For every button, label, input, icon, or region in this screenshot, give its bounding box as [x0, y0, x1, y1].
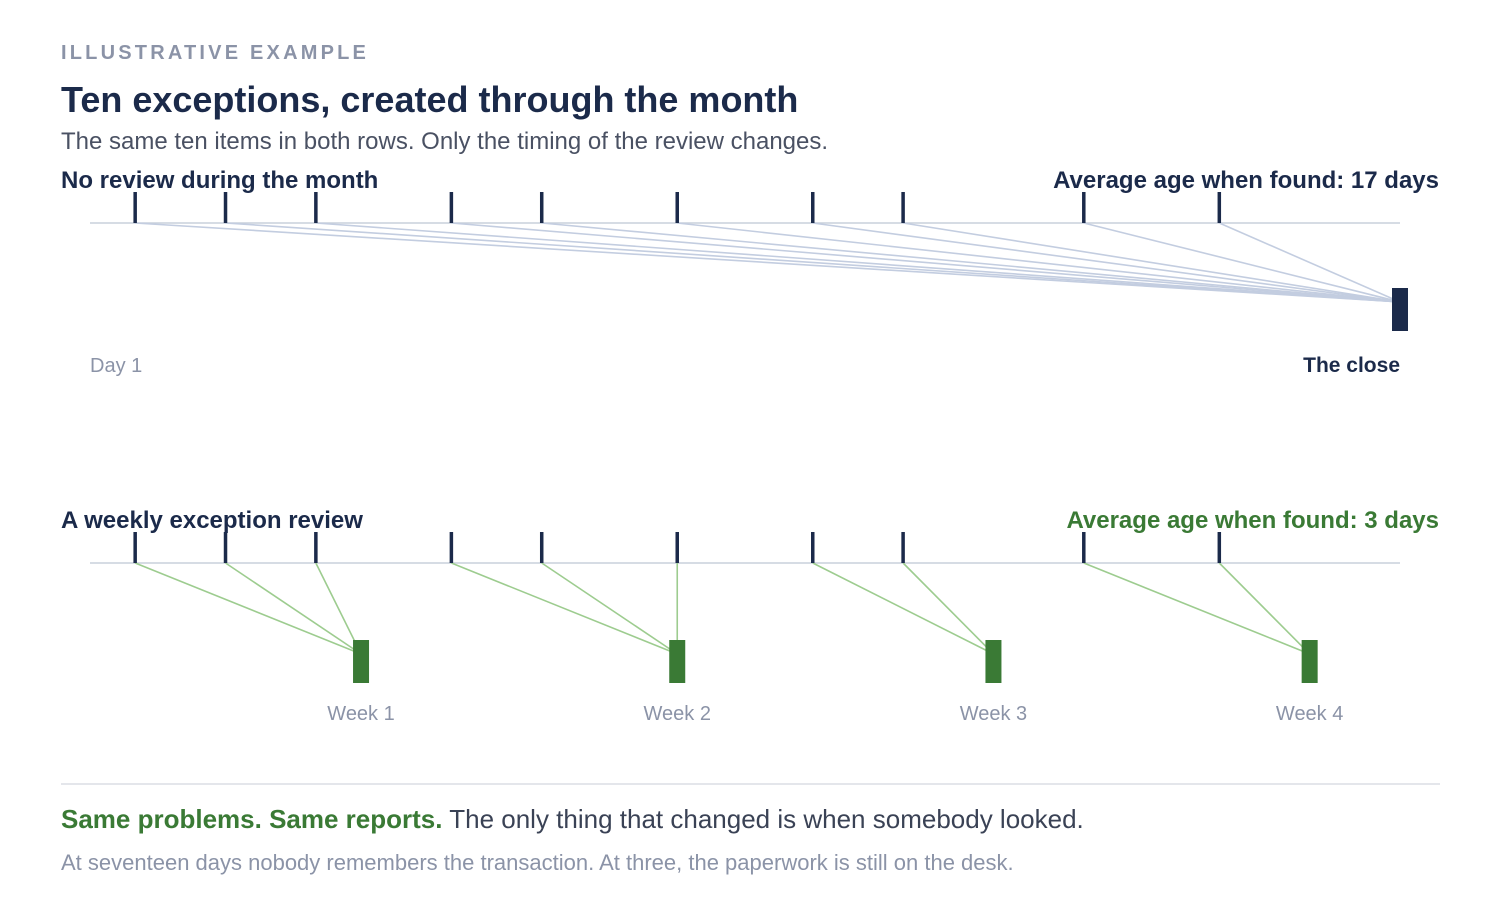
exception-tick — [449, 192, 454, 223]
eyebrow-label: ILLUSTRATIVE EXAMPLE — [61, 42, 370, 64]
connector-line — [225, 562, 362, 655]
exception-tick — [223, 532, 228, 563]
review-marker — [669, 640, 686, 683]
review-label: Week 1 — [327, 703, 394, 725]
connector-line — [902, 222, 1401, 303]
page-subtitle: The same ten items in both rows. Only th… — [61, 128, 829, 155]
exception-tick — [901, 532, 905, 563]
footnote: At seventeen days nobody remembers the t… — [61, 850, 1014, 875]
review-marker — [1392, 288, 1408, 331]
exception-tick — [314, 192, 318, 223]
exception-tick — [1217, 532, 1222, 563]
connector-line — [541, 562, 678, 655]
connector-line — [1083, 562, 1310, 655]
connector-line — [812, 562, 994, 655]
row-summary: Average age when found: 17 days — [1053, 167, 1439, 194]
start-label: Day 1 — [90, 355, 142, 377]
exception-tick — [133, 532, 137, 563]
exception-tick — [901, 192, 905, 223]
connector-line — [135, 222, 1401, 303]
row-summary: Average age when found: 3 days — [1066, 507, 1439, 534]
divider — [61, 783, 1440, 785]
connector-line — [315, 222, 1401, 303]
exception-tick — [811, 532, 815, 563]
exception-tick — [539, 532, 544, 563]
takeaway-text: The only thing that changed is when some… — [442, 804, 1084, 834]
review-marker — [1301, 640, 1318, 683]
exception-tick — [675, 532, 679, 563]
exception-tick — [1082, 192, 1086, 223]
exception-tick — [539, 192, 544, 223]
connector-line — [1218, 222, 1401, 303]
review-label: Week 2 — [644, 703, 711, 725]
connector-line — [812, 222, 1401, 303]
review-label: Week 4 — [1276, 703, 1343, 725]
connector-line — [902, 562, 995, 655]
row-label: No review during the month — [61, 167, 378, 194]
connector-line — [451, 562, 678, 655]
row-label: A weekly exception review — [61, 507, 363, 534]
exception-tick — [314, 532, 318, 563]
connector-line — [451, 222, 1401, 303]
exception-tick — [675, 192, 679, 223]
review-label: Week 3 — [960, 703, 1027, 725]
review-marker — [985, 640, 1002, 683]
connector-line — [225, 222, 1401, 303]
review-label: The close — [1303, 354, 1400, 377]
connector-line — [134, 562, 362, 655]
takeaway-emphasis: Same problems. Same reports. — [61, 804, 443, 834]
exception-tick — [133, 192, 137, 223]
exception-tick — [449, 532, 454, 563]
exception-tick — [1082, 532, 1086, 563]
exception-tick — [1217, 192, 1222, 223]
exception-tick — [223, 192, 228, 223]
connector-line — [541, 222, 1401, 303]
connector-line — [677, 222, 1401, 303]
review-marker — [353, 640, 370, 683]
connector-line — [1218, 562, 1311, 655]
connector-line — [315, 562, 362, 655]
page-title: Ten exceptions, created through the mont… — [61, 79, 799, 120]
connector-line — [1083, 222, 1401, 303]
exception-tick — [811, 192, 815, 223]
takeaway: Same problems. Same reports. The only th… — [61, 802, 1084, 836]
